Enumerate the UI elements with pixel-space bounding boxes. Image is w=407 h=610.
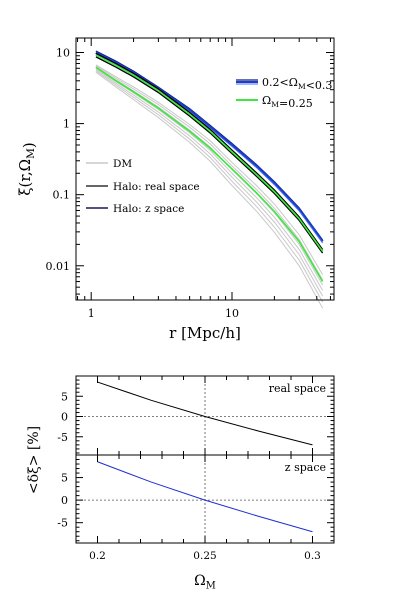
- legend-label: 0.2<ΩM<0.3: [262, 76, 332, 92]
- legend-label: Halo: z space: [113, 203, 184, 215]
- omega-range-band-edge: [95, 53, 324, 244]
- delta-xi-line: [97, 461, 313, 533]
- legend-label: DM: [113, 158, 132, 170]
- panel-label: real space: [269, 382, 326, 395]
- x-tick-label: 0.2: [89, 550, 106, 562]
- dm-curve: [95, 69, 324, 297]
- legend-label: ΩM=0.25: [262, 94, 313, 110]
- dm-curve: [95, 70, 324, 303]
- dm-curve: [95, 71, 324, 309]
- panel-label: z space: [285, 461, 326, 474]
- y-tick-label: 0.01: [46, 260, 71, 273]
- shared-labels: <δξ> [%] ΩM: [26, 426, 216, 592]
- x-tick-label: 10: [225, 307, 239, 320]
- dm-curve: [95, 67, 324, 291]
- omega-025-lower-line: [95, 66, 324, 282]
- dm-curve: [95, 64, 324, 275]
- legend-label: Halo: real space: [113, 181, 200, 193]
- halo-real-space-line: [95, 52, 324, 250]
- halo-real-space-line: [95, 56, 324, 254]
- top-plot-frame: [75, 37, 335, 301]
- omega-025-halo-line: [95, 54, 324, 252]
- y-axis-label: ξ(r,ΩM): [16, 142, 38, 195]
- bottom-panel: 0.2 0.25 0.3 -5 0 5 z space: [57, 454, 335, 562]
- y-tick-label: 5: [61, 472, 68, 485]
- top-panel: 1 10 0.01 0.1 1 10 r [Mpc/h] ξ(r,ΩM) 0.2<ΩM<0.3 Ω…: [16, 37, 335, 342]
- y-tick-label: 0.1: [53, 189, 71, 202]
- x-tick-label: 0.25: [193, 550, 216, 562]
- delta-xi-line: [97, 381, 313, 446]
- y-tick-label: 0: [61, 411, 68, 424]
- y-tick-label: 10: [56, 47, 70, 60]
- y-tick-label: 5: [61, 390, 68, 403]
- middle-panel: -5 0 5 real space: [57, 375, 335, 456]
- lower-y-axis-label: <δξ> [%]: [26, 426, 42, 494]
- x-tick-label: 0.3: [304, 550, 321, 562]
- x-tick-label: 1: [88, 307, 95, 320]
- lower-x-axis-label: ΩM: [194, 573, 216, 592]
- dm-curve: [95, 65, 324, 280]
- y-tick-label: -5: [57, 517, 68, 530]
- x-axis-label: r [Mpc/h]: [169, 324, 241, 342]
- y-tick-label: 1: [63, 118, 70, 131]
- y-tick-label: 0: [61, 494, 68, 507]
- y-tick-label: -5: [57, 431, 68, 444]
